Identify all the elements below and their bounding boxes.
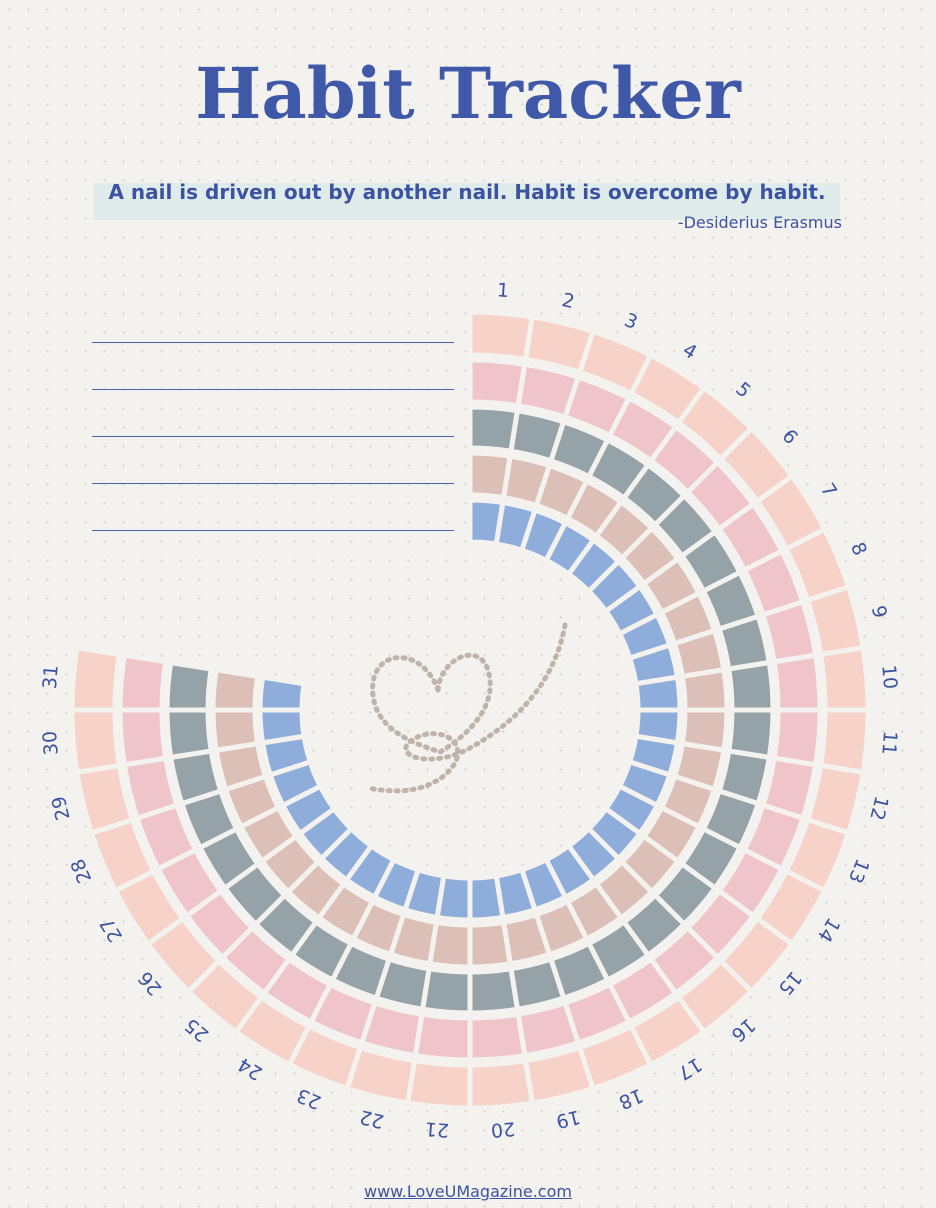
habit-line bbox=[92, 389, 454, 390]
tracker-cell bbox=[508, 956, 567, 1013]
day-label: 16 bbox=[727, 1014, 760, 1046]
day-label: 31 bbox=[39, 664, 63, 690]
tracker-cell bbox=[759, 598, 819, 665]
title: Habit Tracker bbox=[195, 52, 741, 135]
day-label: 26 bbox=[134, 967, 166, 1000]
day-label: 5 bbox=[731, 378, 754, 403]
day-label: 17 bbox=[674, 1053, 706, 1084]
day-label: 30 bbox=[39, 730, 63, 756]
day-label: 21 bbox=[424, 1117, 450, 1141]
tracker-wheel: 1 234567891011121314151617181920212223242… bbox=[39, 279, 901, 1141]
tracker-cell bbox=[467, 873, 506, 923]
quote: A nail is driven out by another nail. Ha… bbox=[108, 180, 826, 204]
tracker-cell bbox=[467, 1057, 536, 1111]
quote-highlight bbox=[94, 183, 840, 220]
tracker-cell bbox=[412, 1011, 473, 1063]
day-label: 18 bbox=[616, 1084, 647, 1114]
tracker-cell bbox=[467, 309, 536, 363]
tracker-cell bbox=[716, 613, 773, 672]
day-label: 13 bbox=[844, 856, 874, 887]
tracker-cell bbox=[117, 652, 169, 713]
tracker-cell bbox=[210, 707, 261, 754]
tracker-cell bbox=[467, 919, 514, 970]
tracker-cell bbox=[69, 644, 123, 713]
tracker-cell bbox=[167, 748, 224, 807]
habit-line bbox=[92, 483, 454, 484]
tracker-cell bbox=[121, 755, 181, 822]
day-label: 20 bbox=[490, 1117, 516, 1141]
tracker-cell bbox=[467, 357, 528, 409]
day-label: 7 bbox=[816, 479, 841, 501]
day-label: 1 bbox=[496, 279, 510, 302]
tracker-cell bbox=[164, 707, 215, 761]
day-label: 8 bbox=[846, 539, 871, 559]
tracker-cell bbox=[725, 659, 776, 713]
day-label: 4 bbox=[679, 339, 701, 364]
day-label: 11 bbox=[877, 730, 901, 756]
habit-line bbox=[92, 530, 454, 531]
day-label: 25 bbox=[181, 1014, 214, 1046]
tracker-cell bbox=[404, 1057, 473, 1111]
footer-link[interactable]: www.LoveUMagazine.com bbox=[364, 1182, 572, 1201]
day-label: 14 bbox=[813, 914, 844, 946]
day-label: 27 bbox=[96, 914, 127, 946]
heart-doodle bbox=[370, 652, 493, 755]
author: -Desiderius Erasmus bbox=[677, 213, 842, 232]
tracker-cell bbox=[467, 965, 521, 1016]
heart-doodle bbox=[365, 622, 568, 794]
day-label: 12 bbox=[865, 794, 892, 823]
tracker-cell bbox=[210, 666, 261, 713]
tracker-cell bbox=[633, 674, 683, 713]
day-label: 6 bbox=[777, 425, 802, 448]
day-label: 10 bbox=[877, 664, 901, 690]
tracker-cell bbox=[771, 652, 823, 713]
habit-line bbox=[92, 436, 454, 437]
tracker-cell bbox=[679, 666, 730, 713]
day-label: 24 bbox=[234, 1053, 266, 1084]
tracker-cell bbox=[257, 674, 307, 713]
tracker-cell bbox=[164, 659, 215, 713]
tracker-cell bbox=[515, 999, 582, 1059]
day-label: 28 bbox=[67, 856, 97, 887]
day-label: 3 bbox=[621, 309, 641, 334]
day-label: 19 bbox=[554, 1105, 583, 1132]
tracker-cell bbox=[467, 1011, 528, 1063]
day-label: 23 bbox=[294, 1084, 325, 1114]
tracker-cell bbox=[117, 707, 169, 768]
tracker-cell bbox=[817, 644, 871, 713]
tracker-cell bbox=[817, 707, 871, 776]
tracker-cell bbox=[771, 707, 823, 768]
habit-line bbox=[92, 342, 454, 343]
day-label: 2 bbox=[560, 289, 577, 313]
day-label: 9 bbox=[867, 603, 891, 620]
day-label: 29 bbox=[48, 794, 75, 823]
tracker-cell bbox=[69, 707, 123, 776]
tracker-cell bbox=[257, 707, 307, 746]
day-label: 15 bbox=[774, 967, 806, 1000]
day-label: 22 bbox=[358, 1105, 387, 1132]
